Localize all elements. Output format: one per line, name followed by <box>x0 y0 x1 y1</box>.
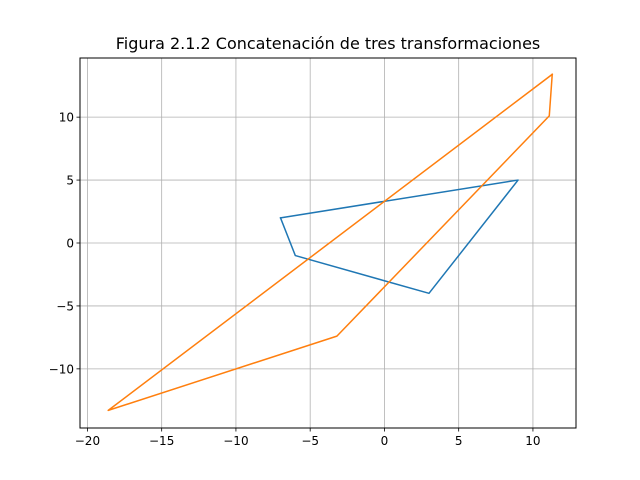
x-tick-label: −10 <box>223 434 248 448</box>
series-line-2 <box>107 73 554 412</box>
y-tick-label: −10 <box>49 362 74 376</box>
y-tick-label: 0 <box>66 237 74 251</box>
y-tick-label: −5 <box>56 299 74 313</box>
x-tick-label: 10 <box>525 434 540 448</box>
y-tick-label: 5 <box>66 174 74 188</box>
x-tick-label: 0 <box>381 434 389 448</box>
x-tick-label: −5 <box>301 434 319 448</box>
y-tick-label: 10 <box>59 111 74 125</box>
series-line-1 <box>279 179 519 295</box>
ticks: −20 −15 −10 −5 0 5 10 −10 −5 0 5 10 <box>49 111 541 448</box>
chart-title: Figura 2.1.2 Concatenación de tres trans… <box>116 34 541 53</box>
x-tick-label: 5 <box>455 434 463 448</box>
x-tick-label: −20 <box>75 434 100 448</box>
series-group <box>107 73 554 412</box>
x-tick-label: −15 <box>149 434 174 448</box>
grid <box>80 58 576 428</box>
